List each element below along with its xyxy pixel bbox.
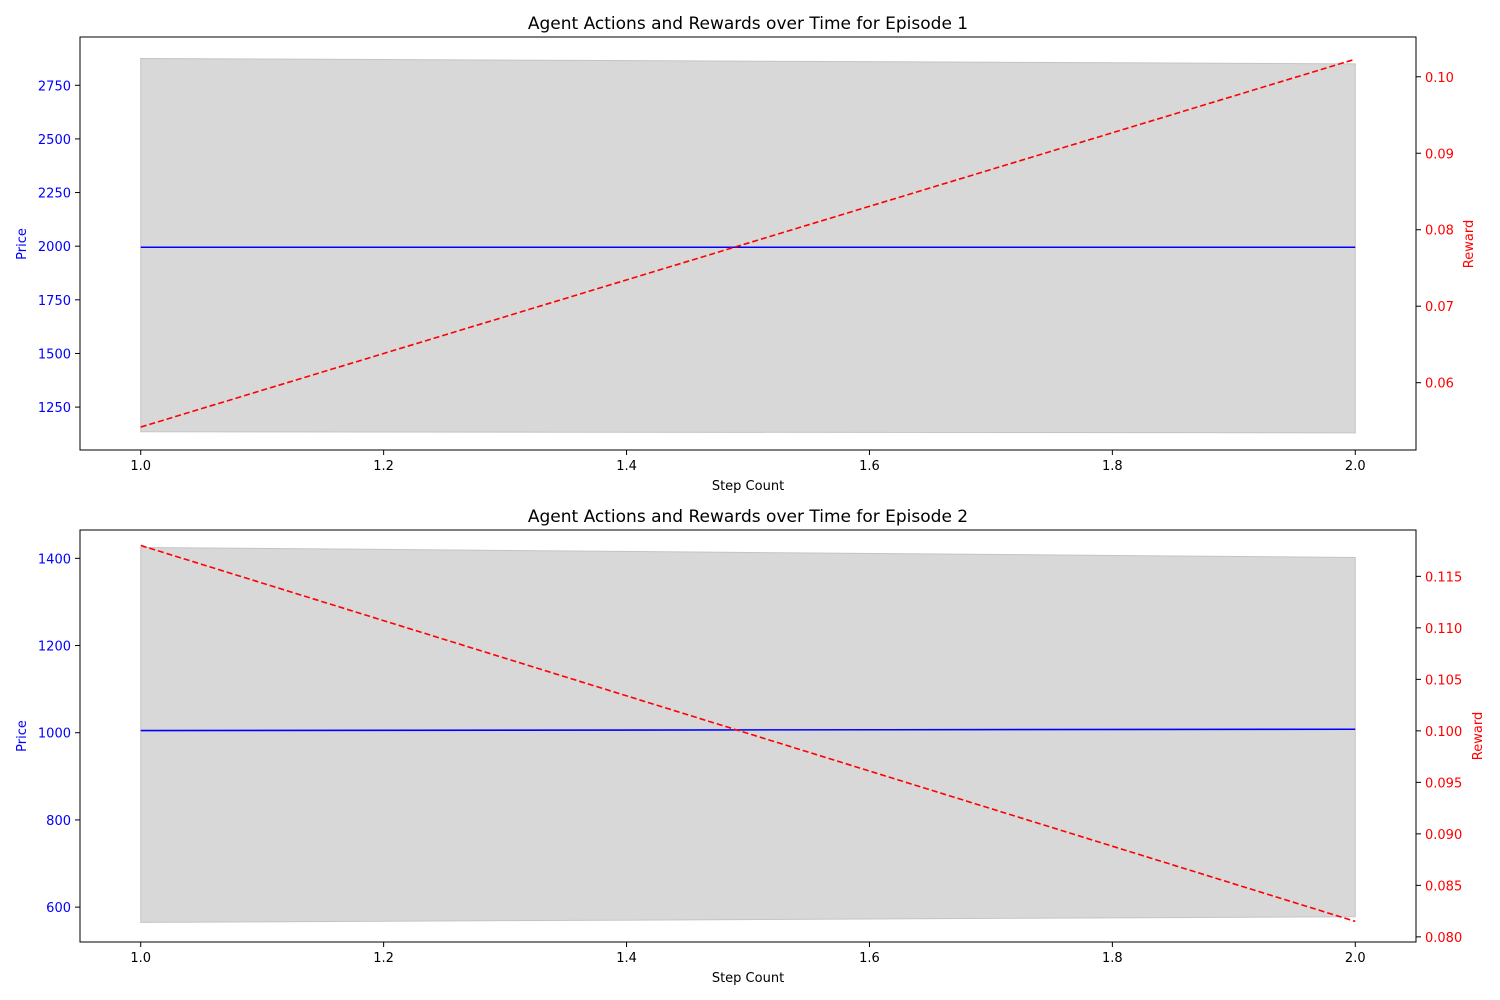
episode-1-price-tick-label: 1250 <box>38 401 71 416</box>
episode-2-x-tick-label: 1.0 <box>130 951 151 966</box>
episode-2-x-tick-label: 1.4 <box>616 951 637 966</box>
episode-2-title: Agent Actions and Rewards over Time for … <box>528 507 968 527</box>
episode-2-reward-tick-label: 0.115 <box>1425 570 1462 585</box>
episode-1-reward-tick-label: 0.08 <box>1425 224 1454 239</box>
episode-2-x-tick-label: 2.0 <box>1345 951 1366 966</box>
episode-2-reward-tick-label: 0.105 <box>1425 673 1462 688</box>
episode-1-price-tick-label: 2750 <box>38 79 71 94</box>
episode-2-reward-line <box>140 544 1356 923</box>
episode-1-price-axis-label: Price <box>15 228 30 260</box>
episode-1-title: Agent Actions and Rewards over Time for … <box>528 14 968 34</box>
episode-2-x-tick-label: 1.6 <box>859 951 880 966</box>
episode-1-x-axis-label: Step Count <box>712 479 784 494</box>
episode-2-x-axis-label: Step Count <box>712 971 784 986</box>
episode-2-axes-frame <box>79 529 1417 943</box>
episode-2-price-line <box>140 728 1356 732</box>
episode-1-reward-line <box>140 58 1356 428</box>
episode-1-price-tick-label: 1750 <box>38 294 71 309</box>
episode-1-x-tick-label: 1.6 <box>859 459 880 474</box>
episode-2-price-tick-label: 1200 <box>38 640 71 655</box>
episode-2-reward-tick-label: 0.090 <box>1425 828 1462 843</box>
episode-2-price-axis-label: Price <box>15 720 30 752</box>
episode-1-x-tick-label: 1.4 <box>616 459 637 474</box>
episode-2-x-tick-label: 1.2 <box>373 951 394 966</box>
episode-2-price-tick-label: 1000 <box>38 727 71 742</box>
episode-1-price-tick-label: 2250 <box>38 187 71 202</box>
episode-2-price-tick-label: 800 <box>46 814 71 829</box>
episode-1-x-tick-label: 1.2 <box>373 459 394 474</box>
episode-2-reward-tick-label: 0.100 <box>1425 725 1462 740</box>
episode-2-chart: 1.0 1.2 1.4 1.6 1.8 2.0 600 800 1000 1200 1400 0.08… <box>15 507 1486 986</box>
episode-1-price-tick-label: 2500 <box>38 133 71 148</box>
episode-2-price-tick-label: 1400 <box>38 552 71 567</box>
episode-1-x-tick-label: 1.0 <box>130 459 151 474</box>
episode-1-x-tick-label: 2.0 <box>1345 459 1366 474</box>
episode-2-reward-tick-label: 0.085 <box>1425 879 1462 894</box>
episode-1-price-tick-label: 2000 <box>38 240 71 255</box>
episode-1-price-range-band <box>140 57 1356 434</box>
episode-1-reward-tick-label: 0.06 <box>1425 377 1454 392</box>
episode-2-reward-axis-label: Reward <box>1471 712 1486 760</box>
episode-2-price-tick-label: 600 <box>46 901 71 916</box>
episode-1-reward-tick-label: 0.09 <box>1425 147 1454 162</box>
episode-2-reward-tick-label: 0.095 <box>1425 776 1462 791</box>
episode-1-plot-area: 1.0 1.2 1.4 1.6 1.8 2.0 1250 1500 1750 2000 2250 25… <box>38 36 1454 474</box>
episode-2-reward-tick-label: 0.110 <box>1425 622 1462 637</box>
episode-1-chart: 1.0 1.2 1.4 1.6 1.8 2.0 1250 1500 1750 2000 2250 25… <box>15 14 1477 494</box>
episode-1-reward-tick-label: 0.07 <box>1425 300 1454 315</box>
episode-2-x-tick-label: 1.8 <box>1102 951 1123 966</box>
episode-1-x-tick-label: 1.8 <box>1102 459 1123 474</box>
episode-1-reward-axis-label: Reward <box>1462 220 1477 268</box>
episode-2-reward-tick-label: 0.080 <box>1425 931 1462 946</box>
episode-1-reward-tick-label: 0.10 <box>1425 71 1454 86</box>
episode-2-price-range-band <box>140 546 1356 923</box>
episode-1-price-tick-label: 1500 <box>38 347 71 362</box>
episode-2-plot-area: 1.0 1.2 1.4 1.6 1.8 2.0 600 800 1000 1200 1400 0.08… <box>38 529 1462 966</box>
episode-1-axes-frame <box>79 36 1417 451</box>
